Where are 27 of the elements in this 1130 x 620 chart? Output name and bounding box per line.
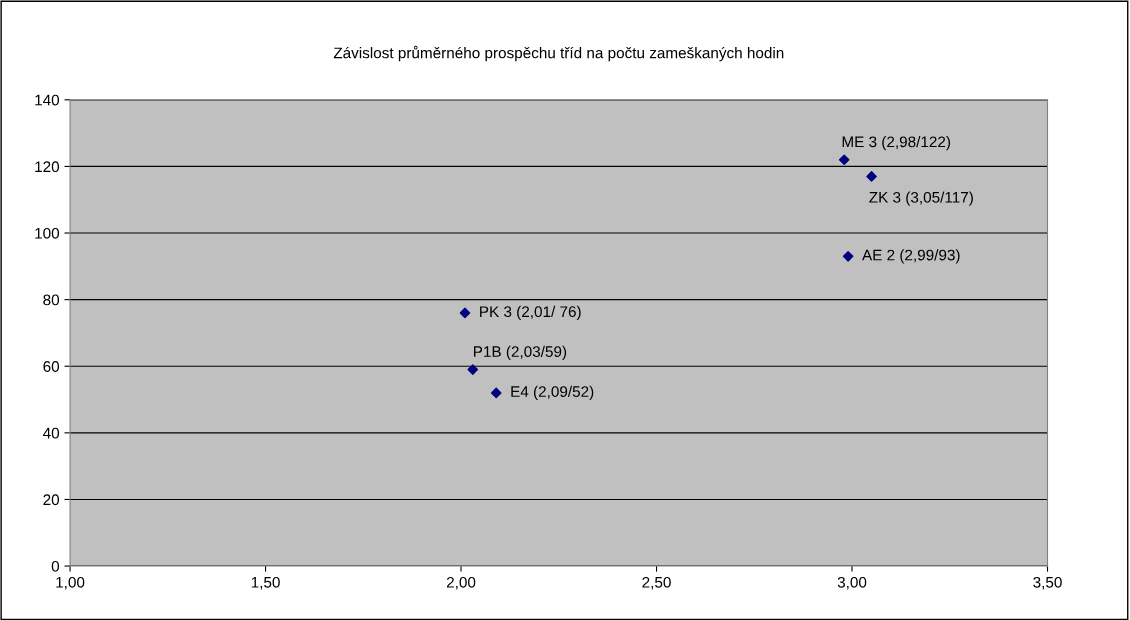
y-tick-label: 40 (43, 427, 60, 439)
annotation: ZK 3 (3,05/117) (869, 191, 973, 206)
y-tick-label: 80 (43, 294, 60, 306)
annotation: E4 (2,09/52) (511, 385, 594, 400)
point (842, 251, 854, 262)
annotation: PK 3 (2,01/ 76) (480, 305, 581, 321)
annotation: AE 2 (2,99/93) (862, 249, 960, 264)
y-tick-label: 60 (43, 361, 60, 372)
annotation: ME 3 (2,98/122) (842, 135, 951, 151)
annotation: P1B (2,03/59) (474, 345, 567, 361)
point (459, 307, 471, 319)
y-tick-label: 100 (35, 227, 60, 239)
y-tick-label: 20 (43, 494, 60, 506)
y-tick-label: 0 (51, 560, 60, 572)
x-tick-label: 2,00 (446, 576, 476, 590)
x-tick-label: 1,50 (251, 576, 280, 590)
point (866, 171, 877, 182)
point (490, 387, 502, 399)
point (467, 364, 479, 375)
x-tick-label: 2,50 (642, 576, 671, 590)
y-tick-label: 120 (35, 161, 60, 173)
x-tick-label: 1,00 (56, 576, 85, 590)
point (838, 154, 850, 166)
y-tick-label: 140 (35, 94, 60, 106)
x-tick-label: 3,50 (1033, 576, 1062, 590)
x-tick-label: 3,00 (837, 576, 867, 590)
chart-title: Závislost průměrného prospěchu tříd na počtu zameškaných hodin (333, 45, 784, 62)
